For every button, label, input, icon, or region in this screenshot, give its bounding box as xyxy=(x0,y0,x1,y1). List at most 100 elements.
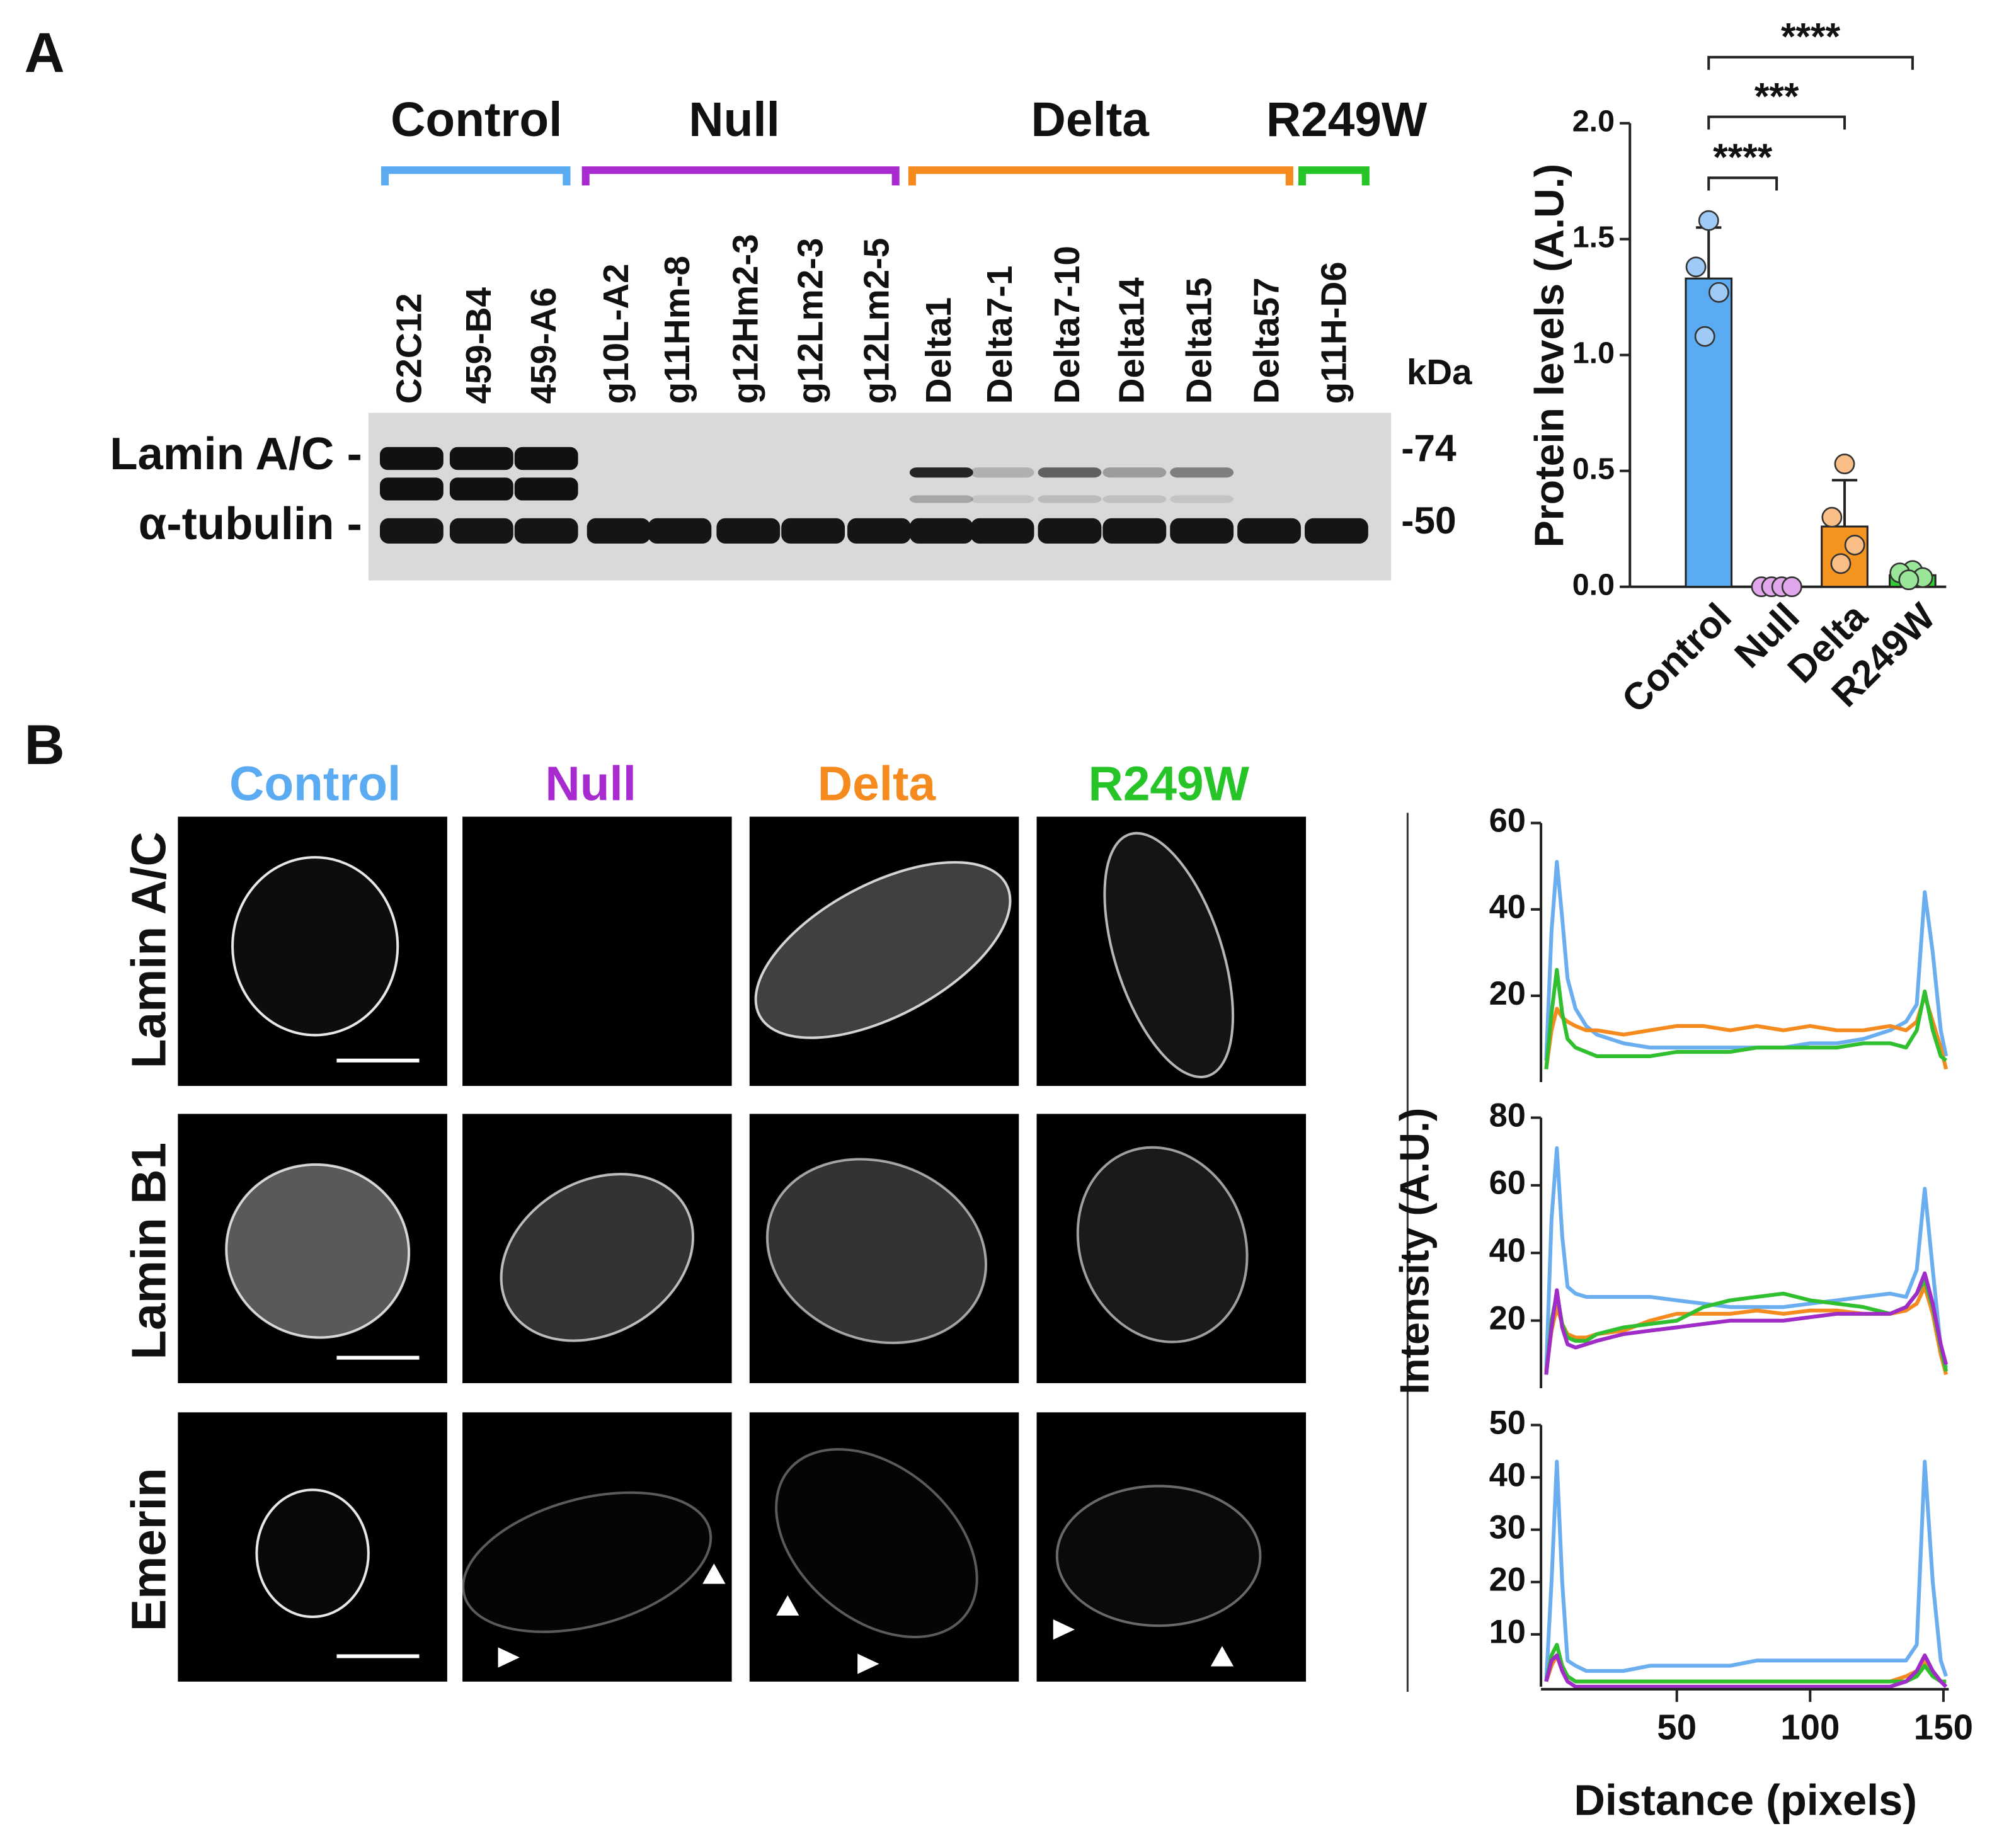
lane-label: Delta7-10 xyxy=(1047,246,1087,404)
data-point xyxy=(1708,282,1729,303)
group-bracket xyxy=(1298,166,1370,186)
y-tick-label: 20 xyxy=(1489,976,1526,1012)
y-axis-label: Intensity (A.U.) xyxy=(1392,1108,1438,1395)
y-tick-label: 1.0 xyxy=(1572,336,1615,370)
y-tick-label: 30 xyxy=(1489,1510,1526,1546)
nucleus xyxy=(255,1488,370,1619)
blot-band xyxy=(1170,495,1234,503)
x-tick-label: 100 xyxy=(1780,1707,1840,1747)
x-axis-label: Distance (pixels) xyxy=(1574,1776,1917,1825)
blot-band xyxy=(449,518,513,544)
lane-label: g12Lm2-3 xyxy=(791,238,830,404)
blot-band xyxy=(847,518,911,544)
column-label: R249W xyxy=(1089,757,1250,811)
data-point xyxy=(1830,553,1852,574)
group-label: Null xyxy=(689,93,780,147)
nucleus xyxy=(754,860,1012,1039)
arrowhead xyxy=(498,1647,520,1668)
line-series xyxy=(1544,1643,1947,1684)
nucleus xyxy=(462,1491,713,1633)
line-series xyxy=(1544,1459,1949,1682)
y-tick-label: 60 xyxy=(1489,803,1526,840)
line-series xyxy=(1544,1271,1949,1375)
data-point xyxy=(1821,506,1843,528)
blot-band xyxy=(514,518,578,544)
significance-label: *** xyxy=(1754,74,1799,117)
y-tick-label: 2.0 xyxy=(1572,104,1615,138)
line-series xyxy=(1544,860,1949,1061)
row-label: Lamin B1 xyxy=(122,1143,176,1360)
y-tick-label: 40 xyxy=(1489,889,1526,926)
group-bracket xyxy=(581,166,900,186)
y-tick-label: 80 xyxy=(1489,1097,1526,1134)
arrowhead xyxy=(857,1653,879,1674)
significance-bracket xyxy=(1707,115,1846,130)
column-label: Null xyxy=(545,757,636,811)
blot-band xyxy=(514,477,578,501)
column-label: Control xyxy=(229,757,401,811)
y-tick-label: 10 xyxy=(1489,1614,1526,1651)
significance-label: **** xyxy=(1713,135,1773,178)
lane-label: Delta7-1 xyxy=(980,266,1019,404)
lane-label: Delta14 xyxy=(1112,277,1152,404)
x-tick-label: 50 xyxy=(1657,1707,1697,1747)
blot-band xyxy=(380,447,444,471)
nucleus xyxy=(500,1173,695,1342)
micrograph xyxy=(178,816,447,1087)
blot-band xyxy=(1102,518,1167,544)
lane-label: 459-B4 xyxy=(459,287,498,404)
data-point xyxy=(1698,210,1719,231)
lane-label: Delta1 xyxy=(919,297,958,404)
significance-bracket xyxy=(1707,176,1778,191)
blot-band xyxy=(909,467,973,478)
nucleus xyxy=(1055,1485,1262,1628)
blot-band xyxy=(970,518,1034,544)
blot-band xyxy=(587,518,651,544)
data-point xyxy=(1694,326,1715,347)
arrowhead xyxy=(1210,1646,1234,1667)
blot-band xyxy=(909,518,973,544)
blot-band xyxy=(1038,518,1102,544)
blot-band xyxy=(970,467,1034,478)
row-label: Lamin A/C xyxy=(122,831,176,1068)
marker-label: -50 xyxy=(1401,499,1456,542)
nucleus xyxy=(775,1448,978,1639)
y-tick-label: 0.0 xyxy=(1572,568,1615,602)
micrograph xyxy=(1036,1114,1307,1383)
error-bar xyxy=(1831,479,1858,527)
y-tick-label: 0.5 xyxy=(1572,452,1615,486)
protein-label: Lamin A/C - xyxy=(110,428,362,479)
line-series xyxy=(1544,1146,1949,1372)
micrograph xyxy=(1036,816,1307,1087)
row-label: Emerin xyxy=(122,1468,176,1631)
nucleus xyxy=(231,856,399,1037)
unit-label: kDa xyxy=(1407,352,1472,392)
line-series xyxy=(1544,1653,1948,1689)
group-bracket xyxy=(381,166,571,186)
arrowhead xyxy=(702,1563,726,1584)
x-tick-label: 150 xyxy=(1914,1707,1973,1747)
blot-band xyxy=(449,477,513,501)
data-point xyxy=(1781,576,1802,598)
micrograph xyxy=(1036,1412,1307,1682)
blot-band xyxy=(1305,518,1368,544)
protein-label: α-tubulin - xyxy=(139,498,362,549)
micrograph xyxy=(178,1412,447,1682)
nucleus xyxy=(765,1158,988,1345)
lane-label: g11Hm-8 xyxy=(657,256,697,404)
bar xyxy=(1685,277,1733,588)
arrowhead xyxy=(776,1595,799,1616)
blot-band xyxy=(380,477,444,501)
column-label: Delta xyxy=(818,757,937,811)
lane-label: 459-A6 xyxy=(524,287,563,404)
data-point xyxy=(1685,256,1707,278)
y-tick-label: 1.5 xyxy=(1572,220,1615,254)
micrograph xyxy=(462,816,732,1087)
y-tick-label: 20 xyxy=(1489,1562,1526,1599)
y-tick-label: 60 xyxy=(1489,1165,1526,1202)
group-bracket xyxy=(908,166,1293,186)
line-series xyxy=(1544,967,1948,1069)
lane-label: g12Hm2-3 xyxy=(726,234,765,404)
